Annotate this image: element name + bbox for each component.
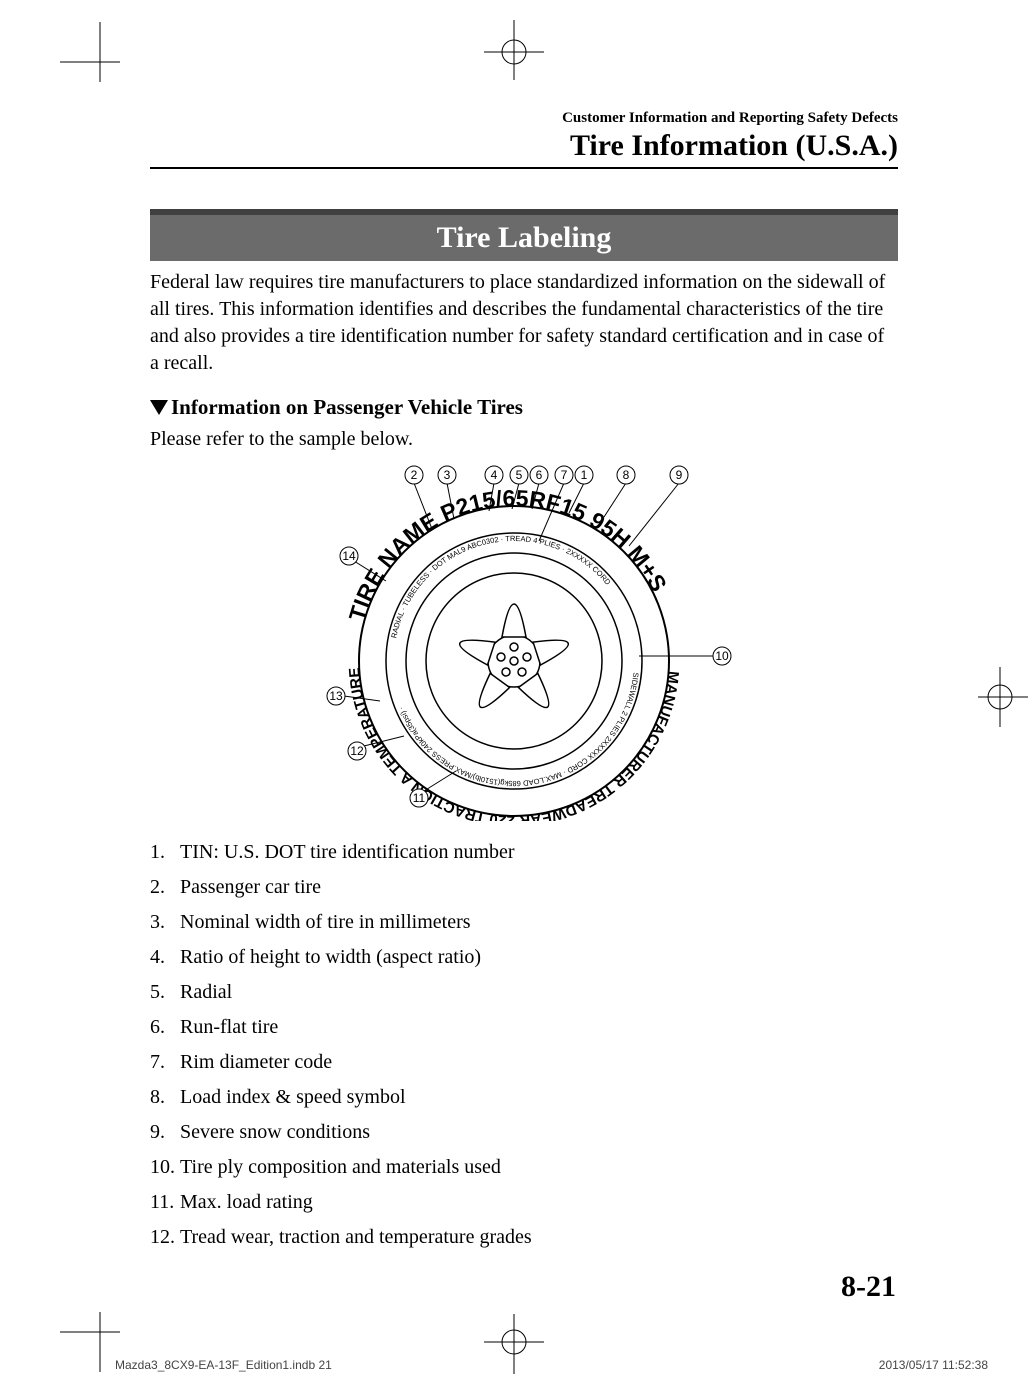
tire-diagram: TIRE NAME P215/65RF15 95H M+S MANUFACTUR…	[284, 461, 764, 821]
list-item: 4.Ratio of height to width (aspect ratio…	[150, 940, 898, 975]
header-category: Customer Information and Reporting Safet…	[150, 110, 898, 127]
list-item: 12.Tread wear, traction and temperature …	[150, 1220, 898, 1255]
svg-text:6: 6	[536, 468, 543, 482]
svg-text:5: 5	[516, 468, 523, 482]
callout-9: 9	[670, 466, 688, 484]
page-number: 8-21	[841, 1270, 896, 1304]
triangle-down-icon	[150, 400, 168, 415]
crop-mark	[60, 1312, 120, 1372]
svg-text:10: 10	[715, 649, 729, 663]
refer-text: Please refer to the sample below.	[150, 428, 898, 451]
list-item: 3.Nominal width of tire in millimeters	[150, 905, 898, 940]
print-footer: Mazda3_8CX9-EA-13F_Edition1.indb 21 2013…	[115, 1358, 988, 1372]
svg-text:3: 3	[444, 468, 451, 482]
svg-text:1: 1	[581, 468, 588, 482]
list-item: 11.Max. load rating	[150, 1185, 898, 1220]
callout-8: 8	[617, 466, 635, 484]
svg-text:4: 4	[491, 468, 498, 482]
callout-3: 3	[438, 466, 456, 484]
svg-text:SIDEWALL 2 PLIES 2XXXXX CORD ·: SIDEWALL 2 PLIES 2XXXXX CORD · MAX.LOAD …	[396, 672, 640, 788]
intro-paragraph: Federal law requires tire manufacturers …	[150, 269, 898, 377]
list-item: 7.Rim diameter code	[150, 1045, 898, 1080]
svg-text:TIRE NAME P215/65RF15 95H M+S: TIRE NAME P215/65RF15 95H M+S	[344, 485, 672, 624]
callout-4: 4	[485, 466, 503, 484]
callout-14: 14	[340, 547, 358, 565]
section-banner: Tire Labeling	[150, 209, 898, 261]
svg-text:8: 8	[623, 468, 630, 482]
list-item: 8.Load index & speed symbol	[150, 1080, 898, 1115]
list-item: 10.Tire ply composition and materials us…	[150, 1150, 898, 1185]
svg-text:RADIAL · TUBELESS · DOT MAL9 A: RADIAL · TUBELESS · DOT MAL9 ABC0302 · T…	[389, 534, 613, 639]
subheading: Information on Passenger Vehicle Tires	[150, 395, 898, 420]
callout-5: 5	[510, 466, 528, 484]
callout-7: 7	[555, 466, 573, 484]
callout-6: 6	[530, 466, 548, 484]
footer-timestamp: 2013/05/17 11:52:38	[879, 1358, 988, 1372]
callout-12: 12	[348, 742, 366, 760]
callout-1: 1	[575, 466, 593, 484]
svg-text:9: 9	[676, 468, 683, 482]
list-item: 2.Passenger car tire	[150, 870, 898, 905]
callout-10: 10	[713, 647, 731, 665]
svg-text:11: 11	[413, 791, 426, 805]
crop-mark-register	[474, 1314, 554, 1394]
list-item: 6.Run-flat tire	[150, 1010, 898, 1045]
svg-text:7: 7	[561, 468, 568, 482]
list-item: 1.TIN: U.S. DOT tire identification numb…	[150, 835, 898, 870]
svg-text:2: 2	[411, 468, 418, 482]
legend-list: 1.TIN: U.S. DOT tire identification numb…	[150, 835, 898, 1255]
callout-11: 11	[410, 789, 428, 807]
callout-13: 13	[327, 687, 345, 705]
list-item: 5.Radial	[150, 975, 898, 1010]
header-title: Tire Information (U.S.A.)	[150, 129, 898, 169]
footer-filename: Mazda3_8CX9-EA-13F_Edition1.indb 21	[115, 1358, 332, 1372]
svg-text:12: 12	[350, 744, 364, 758]
subheading-text: Information on Passenger Vehicle Tires	[171, 395, 523, 419]
list-item: 9.Severe snow conditions	[150, 1115, 898, 1150]
svg-text:14: 14	[342, 549, 356, 563]
svg-text:13: 13	[329, 689, 343, 703]
callout-2: 2	[405, 466, 423, 484]
